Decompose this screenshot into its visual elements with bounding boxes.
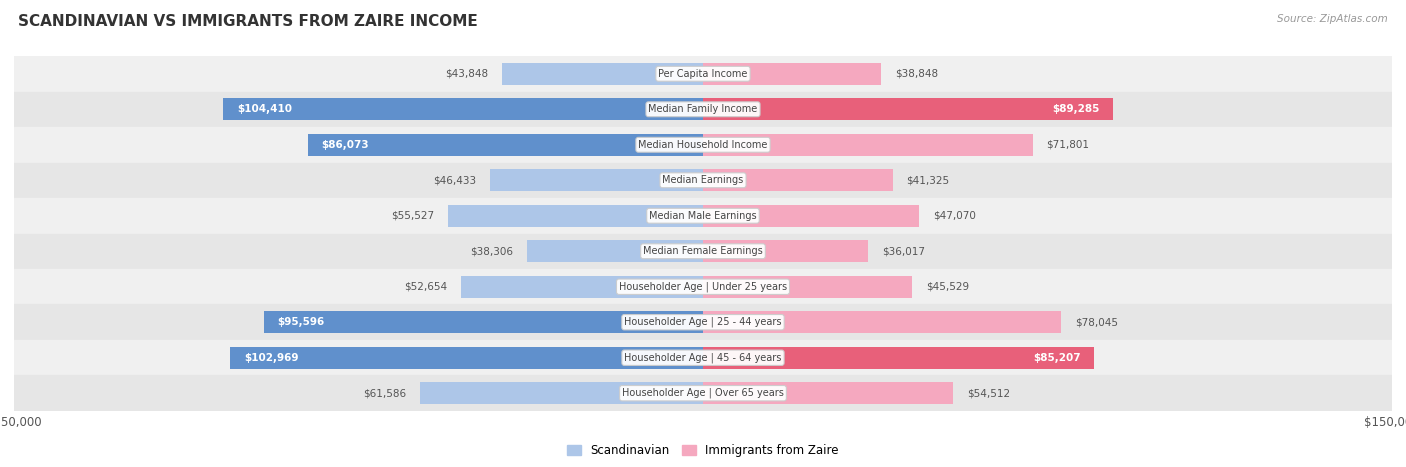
Text: $47,070: $47,070 <box>934 211 976 221</box>
Bar <box>703 311 1062 333</box>
Bar <box>308 134 703 156</box>
Bar <box>14 375 1392 411</box>
Bar <box>14 234 1392 269</box>
Text: Householder Age | Under 25 years: Householder Age | Under 25 years <box>619 282 787 292</box>
Text: $86,073: $86,073 <box>322 140 370 150</box>
Bar <box>449 205 703 227</box>
Text: Median Family Income: Median Family Income <box>648 104 758 114</box>
Text: $104,410: $104,410 <box>238 104 292 114</box>
Text: Median Female Earnings: Median Female Earnings <box>643 246 763 256</box>
Text: $85,207: $85,207 <box>1033 353 1081 363</box>
Bar <box>231 347 703 369</box>
Bar <box>489 169 703 191</box>
Text: $55,527: $55,527 <box>391 211 434 221</box>
Bar <box>703 240 869 262</box>
Bar <box>703 347 1094 369</box>
Text: $102,969: $102,969 <box>243 353 298 363</box>
Text: Median Male Earnings: Median Male Earnings <box>650 211 756 221</box>
Bar <box>14 269 1392 304</box>
Text: $78,045: $78,045 <box>1076 317 1118 327</box>
Bar <box>703 169 893 191</box>
Bar <box>224 98 703 120</box>
Bar <box>14 92 1392 127</box>
Bar <box>703 382 953 404</box>
Text: $46,433: $46,433 <box>433 175 477 185</box>
Text: $38,848: $38,848 <box>896 69 938 79</box>
Bar <box>502 63 703 85</box>
Bar <box>703 98 1114 120</box>
Bar <box>703 63 882 85</box>
Text: SCANDINAVIAN VS IMMIGRANTS FROM ZAIRE INCOME: SCANDINAVIAN VS IMMIGRANTS FROM ZAIRE IN… <box>18 14 478 29</box>
Text: Median Household Income: Median Household Income <box>638 140 768 150</box>
Bar <box>703 134 1033 156</box>
Bar <box>14 56 1392 92</box>
Bar <box>14 163 1392 198</box>
Bar <box>14 198 1392 234</box>
Text: Source: ZipAtlas.com: Source: ZipAtlas.com <box>1277 14 1388 24</box>
Text: $43,848: $43,848 <box>444 69 488 79</box>
Bar <box>420 382 703 404</box>
Bar <box>14 304 1392 340</box>
Text: $52,654: $52,654 <box>405 282 447 292</box>
Bar <box>703 276 912 298</box>
Text: Householder Age | 45 - 64 years: Householder Age | 45 - 64 years <box>624 353 782 363</box>
Text: Per Capita Income: Per Capita Income <box>658 69 748 79</box>
Text: $89,285: $89,285 <box>1052 104 1099 114</box>
Bar <box>264 311 703 333</box>
Bar <box>461 276 703 298</box>
Text: $54,512: $54,512 <box>967 388 1011 398</box>
Bar <box>14 127 1392 163</box>
Text: Median Earnings: Median Earnings <box>662 175 744 185</box>
Text: $36,017: $36,017 <box>882 246 925 256</box>
Text: $38,306: $38,306 <box>470 246 513 256</box>
Text: $61,586: $61,586 <box>363 388 406 398</box>
Bar <box>527 240 703 262</box>
Bar <box>14 340 1392 375</box>
Text: $45,529: $45,529 <box>927 282 969 292</box>
Bar <box>703 205 920 227</box>
Text: Householder Age | Over 65 years: Householder Age | Over 65 years <box>621 388 785 398</box>
Text: Householder Age | 25 - 44 years: Householder Age | 25 - 44 years <box>624 317 782 327</box>
Text: $71,801: $71,801 <box>1046 140 1090 150</box>
Text: $95,596: $95,596 <box>278 317 325 327</box>
Text: $41,325: $41,325 <box>907 175 949 185</box>
Legend: Scandinavian, Immigrants from Zaire: Scandinavian, Immigrants from Zaire <box>562 439 844 462</box>
